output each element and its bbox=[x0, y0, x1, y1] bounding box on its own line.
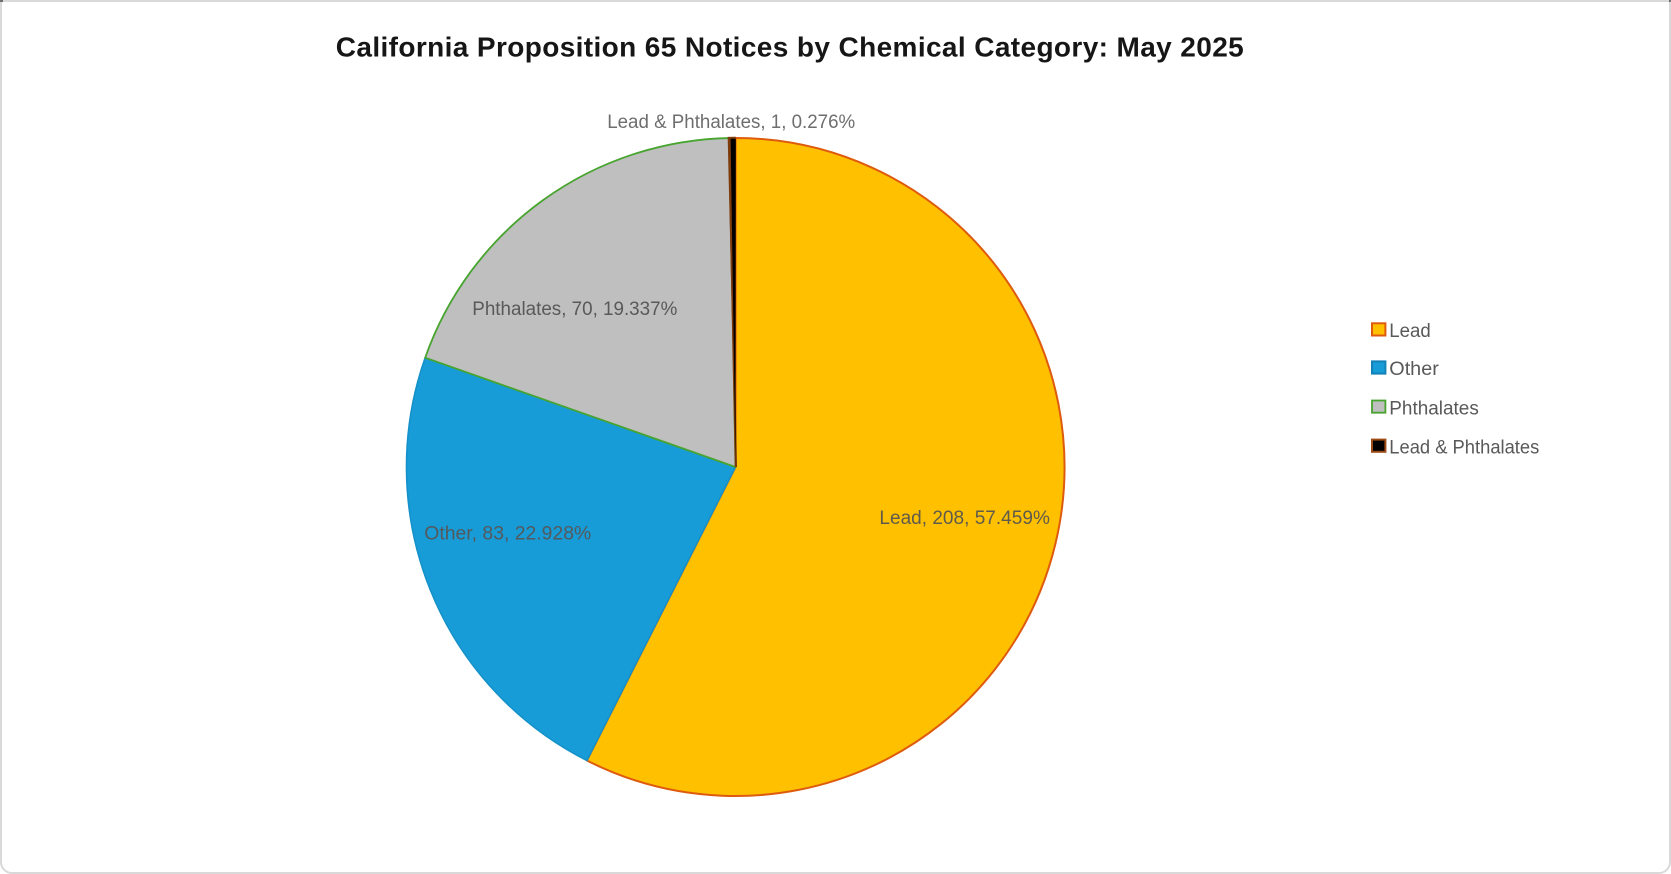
svg-text:Phthalates: Phthalates bbox=[1389, 398, 1479, 419]
svg-text:Lead: Lead bbox=[1389, 321, 1431, 342]
svg-text:Other, 83, 22.928%: Other, 83, 22.928% bbox=[424, 523, 591, 544]
svg-text:Lead, 208, 57.459%: Lead, 208, 57.459% bbox=[879, 508, 1050, 529]
svg-text:California Proposition 65 Noti: California Proposition 65 Notices by Che… bbox=[336, 32, 1244, 63]
svg-text:Phthalates, 70, 19.337%: Phthalates, 70, 19.337% bbox=[472, 299, 677, 320]
svg-text:Lead & Phthalates: Lead & Phthalates bbox=[1389, 437, 1539, 458]
svg-text:Lead & Phthalates, 1, 0.276%: Lead & Phthalates, 1, 0.276% bbox=[607, 112, 855, 133]
svg-text:Other: Other bbox=[1389, 359, 1439, 380]
